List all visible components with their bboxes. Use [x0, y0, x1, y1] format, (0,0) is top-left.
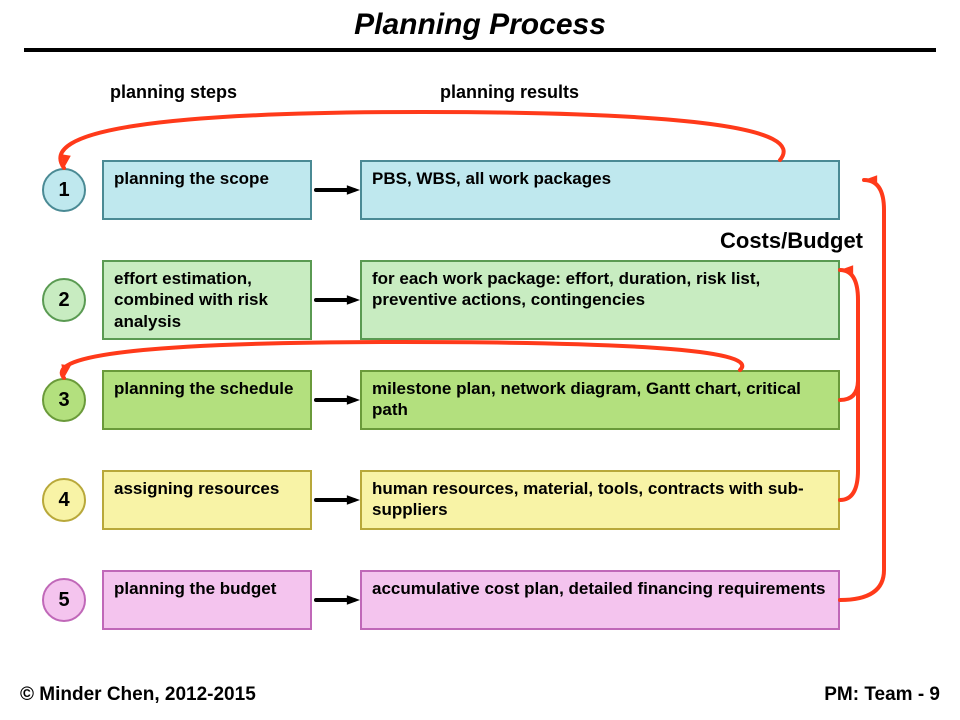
step-circle-2: 2	[42, 278, 86, 322]
result-box-4: human resources, material, tools, contra…	[360, 470, 840, 530]
step-circle-3: 3	[42, 378, 86, 422]
col-header-steps: planning steps	[110, 82, 237, 103]
step-box-1: planning the scope	[102, 160, 312, 220]
result-box-5: accumulative cost plan, detailed financi…	[360, 570, 840, 630]
footer-left: © Minder Chen, 2012-2015	[20, 684, 256, 706]
annotation-costs-budget: Costs/Budget	[720, 228, 863, 254]
step-box-4: assigning resources	[102, 470, 312, 530]
step-box-3: planning the schedule	[102, 370, 312, 430]
step-circle-4: 4	[42, 478, 86, 522]
result-box-2: for each work package: effort, duration,…	[360, 260, 840, 340]
step-circle-1: 1	[42, 168, 86, 212]
step-circle-5: 5	[42, 578, 86, 622]
col-header-results: planning results	[440, 82, 579, 103]
footer-right: PM: Team - 9	[824, 684, 940, 706]
page-title: Planning Process	[0, 0, 960, 42]
title-text: Planning Process	[354, 8, 606, 41]
step-box-2: effort estimation, combined with risk an…	[102, 260, 312, 340]
title-rule	[24, 48, 936, 52]
result-box-3: milestone plan, network diagram, Gantt c…	[360, 370, 840, 430]
step-box-5: planning the budget	[102, 570, 312, 630]
result-box-1: PBS, WBS, all work packages	[360, 160, 840, 220]
